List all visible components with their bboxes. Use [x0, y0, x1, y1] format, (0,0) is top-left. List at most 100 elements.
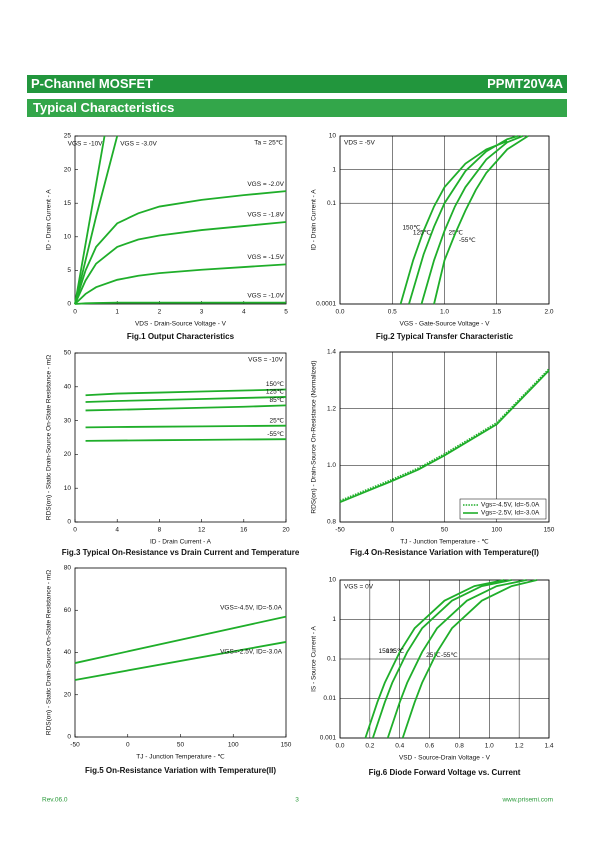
- x-tick-label: 100: [228, 742, 239, 749]
- x-tick-label: 5: [284, 309, 288, 316]
- x-axis-label: VDS - Drain-Source Voltage - V: [135, 321, 227, 328]
- y-tick-label: 0.8: [327, 519, 336, 526]
- series-line: [74, 263, 287, 305]
- series-label: 25℃: [426, 652, 441, 659]
- series-label: 125℃: [386, 648, 405, 655]
- series-label: -55℃: [459, 237, 476, 244]
- y-tick-label: 25: [64, 133, 72, 140]
- x-axis-label: TJ - Junction Temperature - ℃: [400, 539, 489, 546]
- series-line: [74, 190, 287, 305]
- x-tick-label: 50: [441, 527, 449, 534]
- figure-caption: Fig.1 Output Characteristics: [127, 332, 235, 341]
- plot-area: [74, 352, 287, 523]
- series-line: [85, 388, 287, 397]
- figure-caption: Fig.2 Typical Transfer Characteristic: [376, 332, 514, 341]
- y-tick-label: 0: [67, 301, 71, 308]
- x-tick-label: 0: [390, 527, 394, 534]
- series-label: -55℃: [267, 431, 284, 438]
- y-tick-label: 1: [332, 166, 336, 173]
- y-axis-label: IS - Source Current - A: [311, 625, 318, 691]
- figure-caption: Fig.6 Diode Forward Voltage vs. Current: [369, 768, 521, 777]
- series-line: [74, 135, 119, 305]
- x-tick-label: 1.4: [544, 743, 553, 750]
- x-tick-label: 20: [282, 527, 290, 534]
- x-tick-label: 2.0: [544, 309, 553, 316]
- header-left: P-Channel MOSFET: [31, 76, 153, 91]
- header-bar: [27, 75, 567, 93]
- series-line: [85, 438, 287, 442]
- x-tick-label: 8: [158, 527, 162, 534]
- series-line: [74, 615, 287, 664]
- x-tick-label: 0.6: [425, 743, 434, 750]
- series-label: VGS = -1.5V: [247, 254, 284, 261]
- series-label: -55℃: [441, 652, 458, 659]
- legend-box: [459, 498, 547, 520]
- series-label: VGS = -1.8V: [247, 212, 284, 219]
- y-tick-label: 60: [64, 607, 72, 614]
- series-label: VGS=-4.5V, ID=-5.0A: [220, 604, 283, 611]
- series-label: VGS = -10V: [68, 141, 104, 148]
- x-tick-label: 4: [115, 527, 119, 534]
- y-tick-label: 1.4: [327, 349, 336, 356]
- x-tick-label: 0.2: [365, 743, 374, 750]
- y-axis-label: RDS(on) - Static Drain-Source On-State R…: [46, 355, 53, 520]
- x-tick-label: 150: [281, 742, 292, 749]
- x-tick-label: 150: [544, 527, 555, 534]
- y-tick-label: 15: [64, 200, 72, 207]
- y-tick-label: 1.0: [327, 462, 336, 469]
- series-label: 150℃: [402, 225, 421, 232]
- annotation: Ta = 25℃: [254, 140, 284, 147]
- y-tick-label: 40: [64, 649, 72, 656]
- series-label: VGS = -1.0V: [247, 292, 284, 299]
- y-tick-label: 5: [67, 267, 71, 274]
- series-line: [74, 641, 287, 681]
- series-line: [85, 424, 287, 429]
- y-tick-label: 10: [64, 234, 72, 241]
- plot-area: [74, 135, 287, 305]
- series-line: [74, 221, 287, 305]
- y-tick-label: 80: [64, 565, 72, 572]
- series-label: 150℃: [379, 648, 398, 655]
- section-bar: [27, 99, 567, 117]
- y-tick-label: 0: [67, 519, 71, 526]
- x-axis-label: VSD - Source-Drain Voltage - V: [399, 755, 491, 762]
- x-tick-label: 1: [115, 309, 119, 316]
- y-axis-label: RDS(on) - Static Drain-Source On-State R…: [46, 570, 53, 735]
- y-tick-label: 1.2: [327, 405, 336, 412]
- x-tick-label: 50: [177, 742, 185, 749]
- y-tick-label: 40: [64, 384, 72, 391]
- x-tick-label: -50: [70, 742, 80, 749]
- series-label: 125℃: [266, 389, 285, 396]
- series-line: [85, 404, 287, 412]
- x-tick-label: 0: [126, 742, 130, 749]
- y-tick-label: 0.1: [327, 200, 336, 207]
- y-axis-label: ID - Drain Current - A: [46, 189, 53, 251]
- x-axis-label: ID - Drain Current - A: [150, 539, 212, 546]
- series-line: [371, 579, 512, 739]
- x-tick-label: 12: [198, 527, 206, 534]
- series-line: [74, 301, 286, 305]
- series-line: [399, 140, 508, 305]
- x-tick-label: 0.4: [395, 743, 404, 750]
- y-tick-label: 0.001: [320, 735, 337, 742]
- plot-area: [74, 567, 287, 738]
- series-line: [408, 135, 518, 305]
- x-tick-label: 16: [240, 527, 248, 534]
- x-axis-label: VGS - Gate-Source Voltage - V: [400, 321, 491, 328]
- x-tick-label: 3: [200, 309, 204, 316]
- y-tick-label: 0.1: [327, 656, 336, 663]
- y-tick-label: 10: [64, 485, 72, 492]
- y-tick-label: 0: [67, 734, 71, 741]
- y-tick-label: 1: [332, 616, 336, 623]
- series-line: [85, 396, 287, 403]
- series-line: [339, 368, 550, 502]
- figure-caption: Fig.5 On-Resistance Variation with Tempe…: [85, 766, 276, 775]
- x-tick-label: 0.8: [455, 743, 464, 750]
- x-tick-label: 1.0: [485, 743, 494, 750]
- x-tick-label: 1.2: [515, 743, 524, 750]
- series-label: VGS = -3.0V: [120, 141, 157, 148]
- y-tick-label: 10: [329, 577, 337, 584]
- annotation: VGS = 0V: [344, 584, 374, 591]
